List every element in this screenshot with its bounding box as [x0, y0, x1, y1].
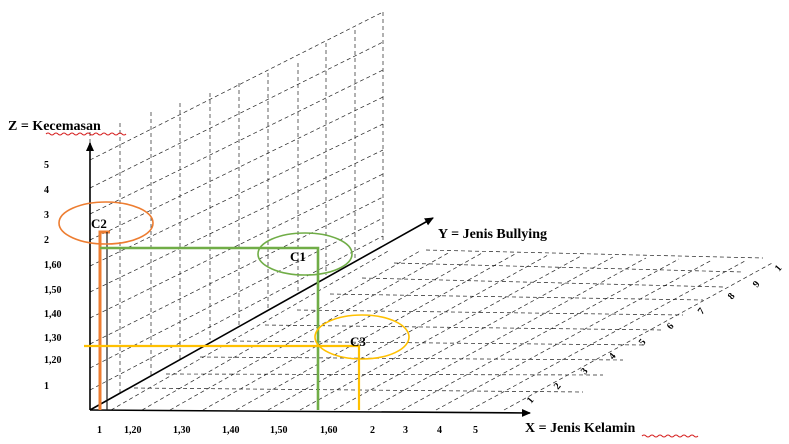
z-tick: 1,60 [44, 260, 62, 271]
y-tick: 1 [773, 263, 785, 274]
y-ticks: 1 2 3 4 5 6 7 8 9 1 [525, 263, 785, 406]
z-tick: 1,20 [44, 355, 62, 366]
x-tick: 1,30 [173, 425, 191, 436]
z-axis-title: Z = Kecemasan [8, 119, 101, 134]
x-tick: 5 [473, 425, 478, 436]
y-axis [89, 217, 434, 411]
c3-circle [314, 314, 410, 360]
z-tick: 2 [44, 235, 49, 246]
x-tick: 1 [97, 425, 102, 436]
x-axis [89, 408, 531, 417]
y-tick: 9 [751, 279, 763, 290]
c1-circle [257, 232, 353, 276]
c2-circle [58, 201, 154, 245]
c1-projection-line [100, 246, 320, 410]
x-tick: 1,20 [124, 425, 142, 436]
z-tick: 1,30 [44, 333, 62, 344]
cluster-label-c2: C2 [91, 216, 107, 231]
x-tick: 1,40 [222, 425, 240, 436]
z-tick: 3 [44, 210, 49, 221]
y-tick: 6 [665, 321, 677, 332]
x-tick: 1,60 [320, 425, 338, 436]
floor-plane-grid [110, 249, 775, 411]
z-tick: 5 [44, 160, 49, 171]
y-tick: 2 [552, 381, 564, 392]
y-tick: 7 [696, 306, 708, 317]
z-tick: 1,40 [44, 309, 62, 320]
x-ticks: 1 1,20 1,30 1,40 1,50 1,60 2 3 4 5 [97, 425, 478, 436]
y-tick: 1 [525, 395, 537, 406]
z-tick: 4 [44, 185, 49, 196]
c3-projection-line [84, 344, 361, 410]
z-tick: 1,50 [44, 285, 62, 296]
x-tick: 4 [437, 425, 442, 436]
y-tick: 5 [637, 337, 649, 348]
x-tick: 2 [370, 425, 375, 436]
x-tick: 1,50 [270, 425, 288, 436]
z-ticks: 1 1,20 1,30 1,40 1,50 1,60 2 3 4 5 [44, 160, 62, 392]
y-tick: 4 [607, 351, 619, 362]
y-tick: 8 [726, 291, 738, 302]
y-tick: 3 [579, 366, 591, 377]
cluster-label-c3: C3 [350, 334, 366, 349]
x-tick: 3 [403, 425, 408, 436]
x-axis-title: X = Jenis Kelamin [525, 421, 635, 436]
back-plane-grid [89, 11, 384, 410]
spellcheck-squiggle-z [45, 132, 127, 136]
cluster-label-c1: C1 [290, 249, 306, 264]
z-tick: 1 [44, 381, 49, 392]
spellcheck-squiggle-x [641, 434, 699, 438]
y-axis-title: Y = Jenis Bullying [438, 227, 547, 242]
